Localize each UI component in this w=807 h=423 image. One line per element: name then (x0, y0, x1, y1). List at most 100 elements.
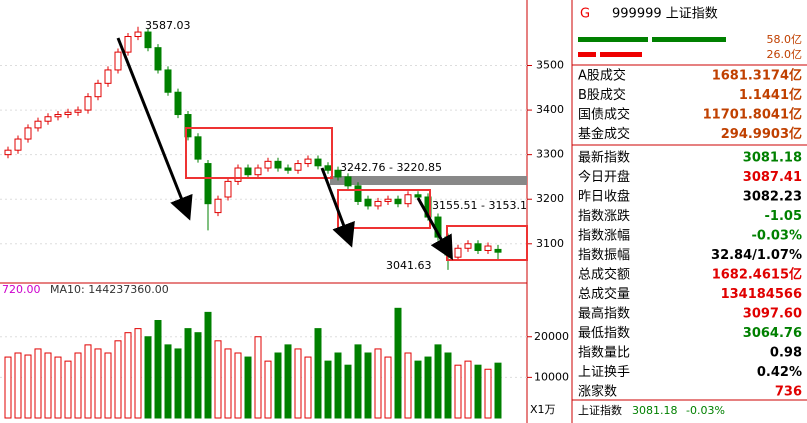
quote-label: 最高指数 (578, 306, 630, 322)
volume-bar (224, 348, 232, 419)
annotation: 3155.51 - 3153.1 (432, 199, 527, 212)
candle-body (394, 198, 402, 205)
volume-bar (94, 348, 102, 419)
candle-body (124, 36, 132, 53)
volume-bar (444, 352, 452, 419)
candle-body (324, 165, 332, 171)
quote-value: 11701.8041亿 (703, 107, 802, 123)
quote-label: 指数涨跌 (578, 208, 630, 224)
quote-label: 涨家数 (578, 384, 617, 400)
volume-bar (404, 352, 412, 419)
volume-bar (474, 364, 482, 419)
volume-bar (314, 328, 322, 419)
y-tick-label: 3300 (536, 148, 564, 161)
volume-bar (334, 352, 342, 419)
bar-value: 26.0亿 (767, 48, 803, 61)
quote-value: 3064.76 (743, 326, 802, 341)
volume-bar (194, 332, 202, 419)
candle-body (34, 120, 42, 129)
volume-bar (254, 336, 262, 419)
arrow (116, 37, 193, 221)
volume-header: MA10: 144237360.00 (50, 283, 169, 296)
candle-body (414, 194, 422, 198)
candle-body (54, 114, 62, 118)
quote-value: -1.05 (765, 209, 802, 224)
candle-body (274, 160, 282, 169)
candle-body (334, 169, 342, 178)
quote-value: 3097.60 (743, 307, 802, 322)
volume-bar (324, 360, 332, 419)
volume-bar (24, 354, 32, 419)
bar-value: 58.0亿 (767, 33, 803, 46)
y-tick-label: 3200 (536, 192, 564, 205)
volume-bar (164, 344, 172, 419)
volume-bar (64, 360, 72, 419)
quote-title: 999999 上证指数 (612, 7, 718, 22)
volume-bar (84, 344, 92, 419)
quote-value: 0.42% (757, 365, 802, 380)
quote-label: 最低指数 (578, 326, 630, 341)
volume-bar (14, 352, 22, 419)
quote-label: 总成交额 (578, 267, 630, 283)
candle-body (494, 248, 502, 253)
quote-value: 0.98 (770, 346, 802, 361)
volume-bar (204, 311, 212, 419)
volume-bar (364, 352, 372, 419)
quote-value: 3082.23 (743, 190, 802, 205)
footer-text: 3081.18 (632, 404, 678, 417)
arrow (320, 167, 355, 248)
volume-bar (284, 344, 292, 419)
quote-label: 指数涨幅 (578, 229, 630, 244)
candle-body (154, 47, 162, 71)
candle-body (224, 180, 232, 198)
candle-body (24, 127, 32, 140)
quote-value: 1.1441亿 (739, 87, 802, 103)
quote-label: 上证换手 (578, 365, 630, 380)
candle-body (354, 185, 362, 202)
volume-bar (44, 352, 52, 419)
quote-marker: G (580, 7, 590, 22)
candle-body (304, 158, 312, 165)
quote-value: -0.03% (752, 229, 803, 244)
volume-bar (454, 364, 462, 419)
volume-bar (374, 348, 382, 419)
volume-bar (394, 307, 402, 419)
volume-bar (244, 356, 252, 419)
volume-bar (124, 332, 132, 419)
candle-body (374, 200, 382, 207)
y-tick-label: 10000 (534, 370, 569, 383)
candle-body (84, 96, 92, 111)
candle-body (64, 111, 72, 116)
quote-value: 736 (775, 385, 802, 400)
volume-unit: X1万 (530, 403, 556, 416)
volume-bar (354, 344, 362, 419)
quote-value: 32.84/1.07% (711, 248, 802, 263)
volume-bar (434, 344, 442, 419)
quote-label: B股成交 (578, 87, 626, 103)
quote-label: 今日开盘 (578, 169, 630, 185)
volume-bar (114, 340, 122, 419)
candle-body (384, 198, 392, 202)
quote-label: 昨日收盘 (578, 189, 630, 205)
candle-body (74, 109, 82, 113)
quote-label: 基金成交 (578, 126, 630, 142)
quote-label: 总成交量 (578, 286, 630, 302)
quote-value: 1681.3174亿 (712, 68, 802, 84)
volume-bar (234, 352, 242, 419)
candle-body (254, 167, 262, 176)
candle-body (484, 245, 492, 251)
bar-indicator (578, 52, 596, 57)
candle-body (144, 31, 152, 49)
bar-indicator (578, 37, 648, 42)
candle-body (474, 243, 482, 251)
candle-body (214, 198, 222, 214)
quote-label: 指数振幅 (578, 248, 630, 263)
volume-bar (4, 356, 12, 419)
quote-label: 国债成交 (578, 107, 630, 123)
volume-bar (264, 360, 272, 419)
candle-body (464, 243, 472, 249)
footer-text: -0.03% (686, 404, 725, 417)
volume-bar (154, 320, 162, 419)
volume-bar (494, 362, 502, 419)
